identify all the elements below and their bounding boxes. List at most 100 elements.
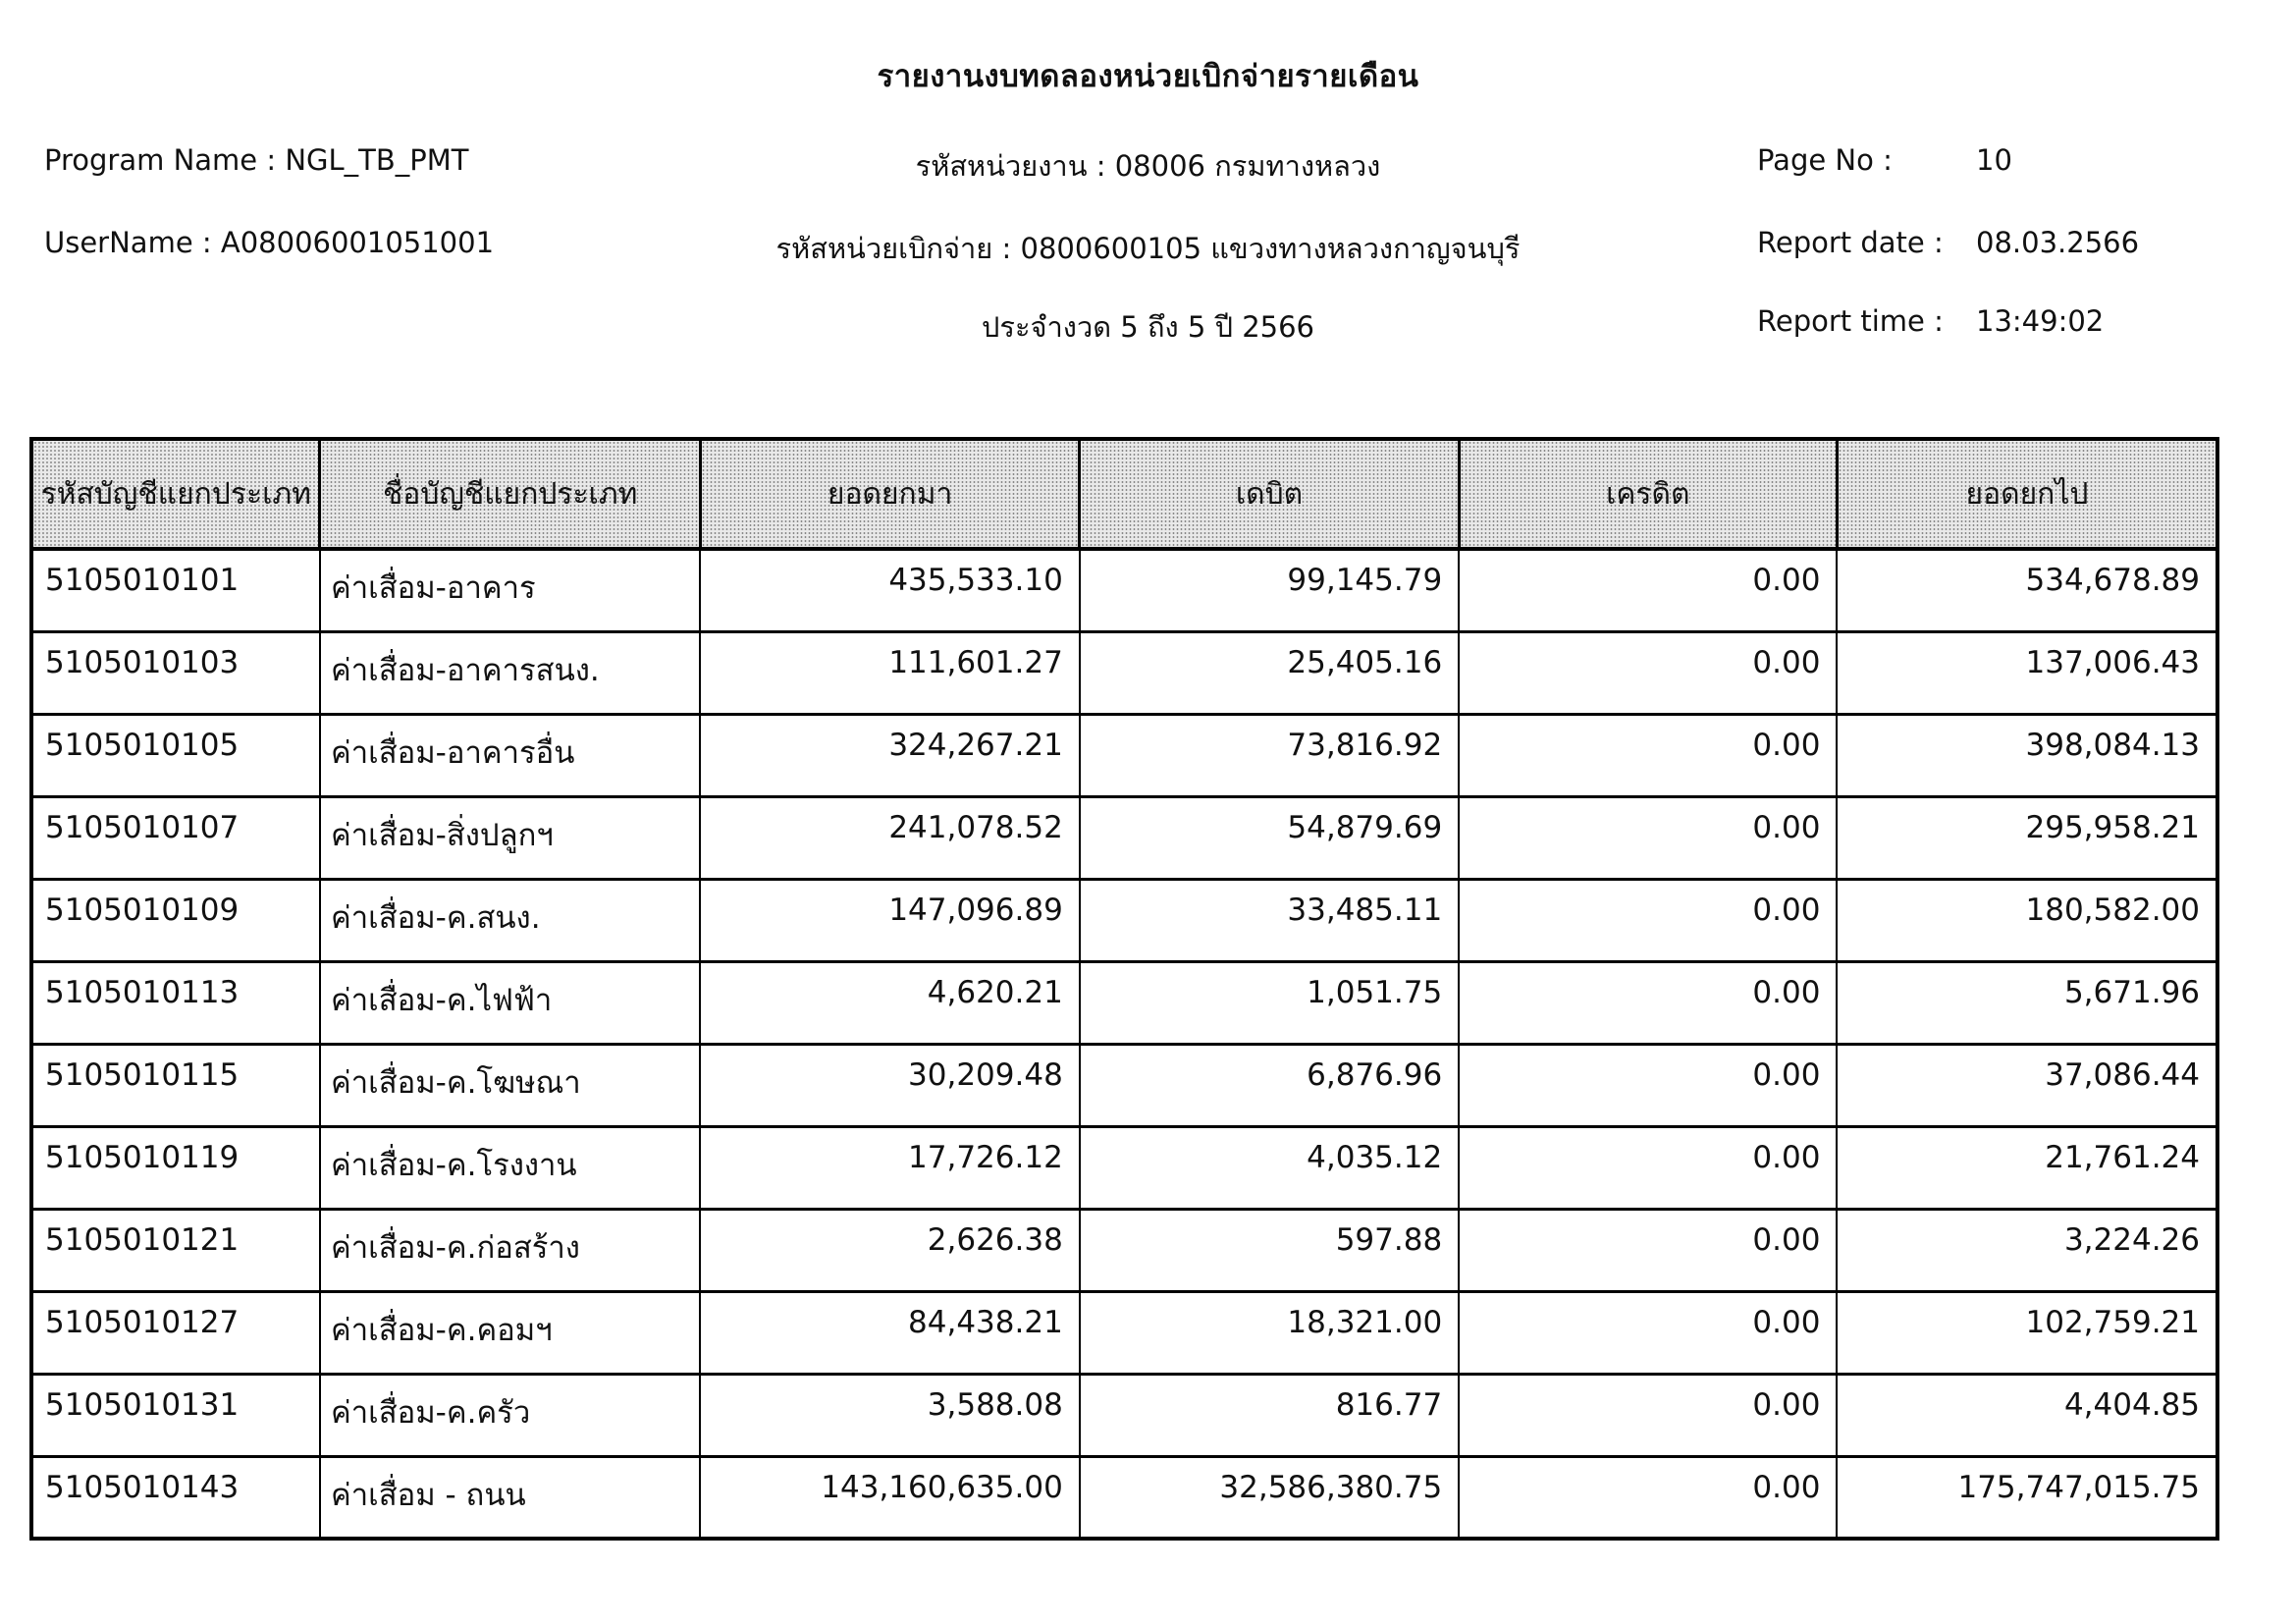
- balance-carried-cell: 175,747,015.75: [1836, 1454, 2218, 1541]
- balance-forward-cell: 143,160,635.00: [699, 1454, 1081, 1541]
- program-name-label: Program Name :: [44, 143, 277, 177]
- report-time-label: Report time :: [1757, 304, 1944, 338]
- debit-cell: 33,485.11: [1078, 877, 1461, 963]
- trial-balance-table: รหัสบัญชีแยกประเภท ชื่อบัญชีแยกประเภท ยอดย…: [29, 437, 2219, 1541]
- credit-cell: 0.00: [1458, 629, 1839, 716]
- table-row: 5105010107 ค่าเสื่อม-สิ่งปลูกฯ 241,078.52 5…: [30, 794, 2218, 881]
- balance-carried-cell: 137,006.43: [1836, 629, 2218, 716]
- account-name-cell: ค่าเสื่อม-ค.โรงงาน: [318, 1124, 702, 1211]
- balance-forward-cell: 2,626.38: [699, 1207, 1081, 1293]
- credit-cell: 0.00: [1458, 794, 1839, 881]
- table-row: 5105010119 ค่าเสื่อม-ค.โรงงาน 17,726.12 4,0…: [30, 1124, 2218, 1211]
- program-name-value: NGL_TB_PMT: [285, 143, 469, 177]
- balance-carried-cell: 5,671.96: [1836, 959, 2218, 1046]
- username-line: UserName : A08006001051001: [44, 226, 494, 259]
- debit-cell: 18,321.00: [1078, 1289, 1461, 1376]
- balance-forward-cell: 241,078.52: [699, 794, 1081, 881]
- table-row: 5105010101 ค่าเสื่อม-อาคาร 435,533.10 99,14…: [30, 547, 2218, 633]
- account-name-cell: ค่าเสื่อม-ค.ครัว: [318, 1372, 702, 1458]
- agency-code-line: รหัสหน่วยงาน : 08006 กรมทางหลวง: [915, 149, 1381, 183]
- account-code-cell: 5105010121: [30, 1207, 321, 1293]
- balance-carried-cell: 37,086.44: [1836, 1042, 2218, 1128]
- account-name-cell: ค่าเสื่อม-อาคาร: [318, 547, 702, 633]
- column-header: ยอดยกมา: [698, 437, 1082, 551]
- credit-cell: 0.00: [1458, 1207, 1839, 1293]
- page-no-value: 10: [1976, 143, 2012, 177]
- debit-cell: 1,051.75: [1078, 959, 1461, 1046]
- balance-forward-cell: 111,601.27: [699, 629, 1081, 716]
- table-row: 5105010109 ค่าเสื่อม-ค.สนง. 147,096.89 33,4…: [30, 877, 2218, 963]
- account-code-cell: 5105010119: [30, 1124, 321, 1211]
- account-code-cell: 5105010101: [30, 547, 321, 633]
- account-name-cell: ค่าเสื่อม - ถนน: [318, 1454, 702, 1541]
- balance-carried-cell: 21,761.24: [1836, 1124, 2218, 1211]
- table-row: 5105010121 ค่าเสื่อม-ค.ก่อสร้าง 2,626.38 59…: [30, 1207, 2218, 1293]
- balance-carried-cell: 398,084.13: [1836, 712, 2218, 798]
- credit-cell: 0.00: [1458, 877, 1839, 963]
- credit-cell: 0.00: [1458, 1372, 1839, 1458]
- balance-forward-cell: 4,620.21: [699, 959, 1081, 1046]
- table-row: 5105010115 ค่าเสื่อม-ค.โฆษณา 30,209.48 6,87…: [30, 1042, 2218, 1128]
- disbursement-code-line: รหัสหน่วยเบิกจ่าย : 0800600105 แขวงทางหล…: [775, 232, 1521, 265]
- credit-cell: 0.00: [1458, 1454, 1839, 1541]
- username-value: A08006001051001: [220, 226, 495, 259]
- account-name-cell: ค่าเสื่อม-อาคารสนง.: [318, 629, 702, 716]
- balance-carried-cell: 102,759.21: [1836, 1289, 2218, 1376]
- account-code-cell: 5105010103: [30, 629, 321, 716]
- account-code-cell: 5105010107: [30, 794, 321, 881]
- balance-carried-cell: 295,958.21: [1836, 794, 2218, 881]
- account-name-cell: ค่าเสื่อม-สิ่งปลูกฯ: [318, 794, 702, 881]
- table-row: 5105010131 ค่าเสื่อม-ค.ครัว 3,588.08 816.77…: [30, 1372, 2218, 1458]
- credit-cell: 0.00: [1458, 959, 1839, 1046]
- balance-forward-cell: 3,588.08: [699, 1372, 1081, 1458]
- debit-cell: 597.88: [1078, 1207, 1461, 1293]
- account-name-cell: ค่าเสื่อม-อาคารอื่น: [318, 712, 702, 798]
- report-title: รายงานงบทดลองหน่วยเบิกจ่ายรายเดือน: [877, 59, 1419, 94]
- account-name-cell: ค่าเสื่อม-ค.สนง.: [318, 877, 702, 963]
- credit-cell: 0.00: [1458, 712, 1839, 798]
- balance-forward-cell: 147,096.89: [699, 877, 1081, 963]
- balance-forward-cell: 30,209.48: [699, 1042, 1081, 1128]
- page-no-label: Page No :: [1757, 143, 1893, 177]
- report-date-value: 08.03.2566: [1976, 226, 2140, 259]
- table-row: 5105010113 ค่าเสื่อม-ค.ไฟฟ้า 4,620.21 1,051…: [30, 959, 2218, 1046]
- report-time-value: 13:49:02: [1976, 304, 2105, 338]
- balance-forward-cell: 435,533.10: [699, 547, 1081, 633]
- debit-cell: 816.77: [1078, 1372, 1461, 1458]
- account-code-cell: 5105010115: [30, 1042, 321, 1128]
- column-header: เครดิต: [1457, 437, 1839, 551]
- account-name-cell: ค่าเสื่อม-ค.ไฟฟ้า: [318, 959, 702, 1046]
- credit-cell: 0.00: [1458, 1289, 1839, 1376]
- program-name-line: Program Name : NGL_TB_PMT: [44, 143, 469, 177]
- debit-cell: 54,879.69: [1078, 794, 1461, 881]
- account-name-cell: ค่าเสื่อม-ค.โฆษณา: [318, 1042, 702, 1128]
- balance-forward-cell: 324,267.21: [699, 712, 1081, 798]
- balance-forward-cell: 17,726.12: [699, 1124, 1081, 1211]
- balance-carried-cell: 4,404.85: [1836, 1372, 2218, 1458]
- credit-cell: 0.00: [1458, 1124, 1839, 1211]
- table-row: 5105010105 ค่าเสื่อม-อาคารอื่น 324,267.21 7…: [30, 712, 2218, 798]
- report-date-label: Report date :: [1757, 226, 1944, 259]
- table-row: 5105010103 ค่าเสื่อม-อาคารสนง. 111,601.27 2…: [30, 629, 2218, 716]
- account-name-cell: ค่าเสื่อม-ค.ก่อสร้าง: [318, 1207, 702, 1293]
- debit-cell: 73,816.92: [1078, 712, 1461, 798]
- debit-cell: 4,035.12: [1078, 1124, 1461, 1211]
- account-code-cell: 5105010113: [30, 959, 321, 1046]
- account-code-cell: 5105010109: [30, 877, 321, 963]
- balance-carried-cell: 3,224.26: [1836, 1207, 2218, 1293]
- column-header: ยอดยกไป: [1835, 437, 2219, 551]
- table-header-row: รหัสบัญชีแยกประเภท ชื่อบัญชีแยกประเภท ยอดย…: [29, 437, 2219, 551]
- balance-carried-cell: 534,678.89: [1836, 547, 2218, 633]
- table-row: 5105010127 ค่าเสื่อม-ค.คอมฯ 84,438.21 18,32…: [30, 1289, 2218, 1376]
- column-header: ชื่อบัญชีแยกประเภท: [318, 437, 702, 551]
- period-line: ประจำงวด 5 ถึง 5 ปี 2566: [981, 310, 1315, 344]
- credit-cell: 0.00: [1458, 547, 1839, 633]
- account-code-cell: 5105010127: [30, 1289, 321, 1376]
- column-header: รหัสบัญชีแยกประเภท: [29, 437, 322, 551]
- account-code-cell: 5105010143: [30, 1454, 321, 1541]
- account-code-cell: 5105010105: [30, 712, 321, 798]
- table-row: 5105010143 ค่าเสื่อม - ถนน 143,160,635.00 3…: [30, 1454, 2218, 1541]
- balance-carried-cell: 180,582.00: [1836, 877, 2218, 963]
- debit-cell: 6,876.96: [1078, 1042, 1461, 1128]
